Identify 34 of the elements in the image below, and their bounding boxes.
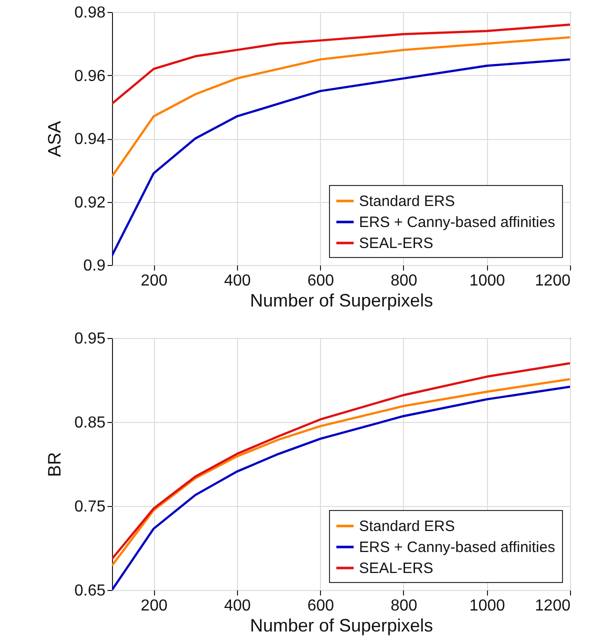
- x-tick-label: 400: [224, 598, 251, 614]
- x-tick-label: 1200: [534, 272, 571, 290]
- x-tick-label: 1000: [469, 272, 506, 290]
- x-tick-label: 1200: [534, 598, 571, 614]
- line-series: [112, 24, 570, 105]
- y-tick-label: 0.96: [74, 68, 106, 85]
- x-tick-label: 600: [307, 272, 334, 290]
- x-tick-label: 400: [224, 272, 251, 290]
- y-tick-label: 0.94: [74, 131, 106, 148]
- y-tick-label: 0.98: [74, 4, 106, 22]
- legend-label: ERS + Canny-based affinities: [359, 539, 556, 556]
- y-tick-label: 0.95: [74, 330, 106, 348]
- x-tick-label: 1000: [469, 598, 506, 614]
- y-axis-title: BR: [44, 452, 64, 478]
- legend-label: ERS + Canny-based affinities: [359, 214, 556, 231]
- line-series: [112, 58, 570, 257]
- x-tick-label: 600: [307, 598, 334, 614]
- x-tick-label: 200: [140, 598, 168, 614]
- y-axis-title: ASA: [44, 120, 64, 158]
- y-tick-label: 0.85: [74, 414, 106, 432]
- line-series: [112, 36, 570, 178]
- x-tick-label: 200: [140, 272, 168, 290]
- legend-label: SEAL-ERS: [359, 235, 434, 252]
- x-axis-title: Number of Superpixels: [250, 616, 434, 636]
- legend-label: Standard ERS: [359, 518, 455, 535]
- y-tick-label: 0.9: [83, 258, 106, 274]
- x-axis-title: Number of Superpixels: [250, 290, 434, 310]
- y-tick-label: 0.92: [74, 194, 106, 212]
- y-tick-label: 0.75: [74, 498, 106, 516]
- legend-label: Standard ERS: [359, 193, 455, 210]
- legend-label: SEAL-ERS: [359, 560, 434, 577]
- x-tick-label: 800: [390, 598, 418, 614]
- x-tick-label: 800: [390, 272, 418, 290]
- y-tick-label: 0.65: [74, 582, 106, 600]
